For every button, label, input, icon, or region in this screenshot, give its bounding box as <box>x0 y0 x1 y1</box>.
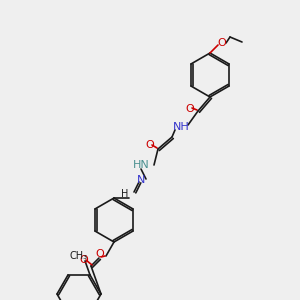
Text: NH: NH <box>172 122 189 132</box>
Text: O: O <box>186 104 194 114</box>
Text: O: O <box>218 38 226 48</box>
Text: O: O <box>146 140 154 150</box>
Text: H: H <box>121 189 129 199</box>
Text: O: O <box>80 255 88 265</box>
Text: N: N <box>137 175 145 185</box>
Text: O: O <box>96 249 104 259</box>
Text: CH₃: CH₃ <box>70 251 88 261</box>
Text: HN: HN <box>133 160 149 170</box>
